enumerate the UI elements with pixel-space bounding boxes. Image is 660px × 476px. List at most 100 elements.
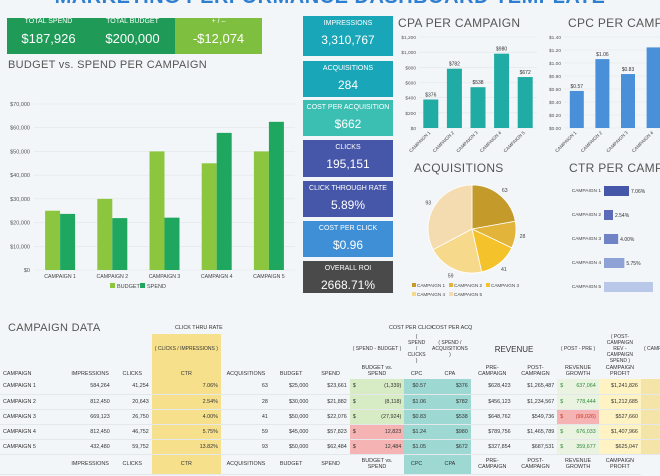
total-spend-card: TOTAL SPEND $187,926 [7, 18, 90, 54]
kpi-tile-1: IMPRESSIONS 3,310,767 [303, 16, 393, 56]
table-cell: $0.83 [404, 409, 429, 425]
table-row: CAMPAIGN 5 432,480 59,752 13.82% 93 $50,000 $6… [0, 439, 660, 455]
column-header [641, 364, 660, 379]
y-tick-label: $10,000 [10, 244, 30, 250]
kpi-tile-value: 3,310,767 [321, 33, 375, 47]
table-cell: 41,254 [112, 379, 152, 395]
campaign-data-title: CAMPAIGN DATA [8, 322, 101, 334]
table-cell: $1.24 [404, 424, 429, 440]
table-cell: $782 [428, 394, 471, 410]
data-label: 63 [502, 188, 508, 194]
bar-spend [164, 217, 180, 270]
footer-cell: PRE-CAMPAIGN [470, 453, 514, 475]
legend-label: CAMPAIGN 4 [417, 292, 445, 297]
legend-swatch [449, 283, 453, 287]
data-label: $782 [449, 62, 460, 68]
table-cell: (1,339) [363, 379, 405, 395]
kpi-tile-label: CLICK THROUGH RATE [309, 185, 387, 192]
footer-cell [0, 454, 68, 475]
table-cell: $22,076 [311, 409, 350, 425]
legend-swatch [486, 283, 490, 287]
last-formula: ( CAMPAIGN / ACTUAL [643, 346, 660, 352]
y-tick-label: $1.40 [549, 35, 561, 41]
y-tick-label: $600 [405, 81, 416, 87]
table-cell: $1,265,487 [513, 379, 558, 395]
table-cell: $1.05 [404, 439, 429, 455]
table-cell: 7.06% [151, 379, 221, 395]
x-tick-label: CAMPAIGN 1 [408, 130, 432, 154]
bar [494, 53, 510, 128]
table-cell: 2.54% [151, 394, 221, 410]
table-cell: $ [349, 394, 364, 410]
table-cell: $25,000 [270, 379, 312, 395]
column-header: CAMPAIGN PROFIT [605, 365, 635, 377]
kpi-tile-label: ACQUISITIONS [322, 65, 374, 72]
y-tick-label: $0.80 [549, 74, 561, 80]
total-budget-label: TOTAL BUDGET [106, 18, 159, 25]
table-cell: 4.00% [151, 409, 221, 425]
data-label: $980 [496, 47, 507, 53]
table-cell [640, 439, 660, 455]
kpi-tile-5: CLICK THROUGH RATE 5.89% [303, 181, 393, 217]
table-cell: (8,118) [363, 394, 405, 410]
x-tick-label: CAMPAIGN 3 [605, 130, 629, 154]
legend-label: CAMPAIGN 2 [454, 283, 482, 288]
bar-spend [112, 218, 128, 270]
y-tick-label: $0 [411, 126, 417, 132]
bar-budget [201, 163, 217, 270]
table-cell: $456,123 [470, 394, 514, 410]
table-cell: 778,444 [569, 394, 599, 410]
table-cell: $376 [428, 379, 471, 395]
acquisitions-chart-title: ACQUISITIONS [414, 161, 504, 175]
column-header: BUDGET [279, 371, 303, 377]
data-label: 59 [448, 273, 454, 279]
table-cell: 46,752 [112, 424, 152, 440]
column-header: BUDGET vs. SPEND [361, 365, 393, 377]
y-tick-label: $1,200 [401, 35, 416, 41]
column-header: CLICKS [122, 371, 143, 377]
table-cell: $ [557, 379, 570, 395]
column-header: CPA [444, 371, 456, 377]
legend-swatch [110, 283, 115, 288]
y-tick-label: $1.00 [549, 61, 561, 67]
legend-label: CAMPAIGN 5 [454, 292, 482, 297]
legend-swatch [412, 283, 416, 287]
table-cell: $62,484 [311, 439, 350, 455]
table-cell: 59 [220, 424, 271, 440]
table-cell: $527,660 [598, 409, 641, 425]
table-cell: $327,854 [470, 439, 514, 455]
table-cell: 12,484 [363, 439, 405, 455]
footer-cell: REVENUE GROWTH [557, 453, 599, 475]
difference-card: + / – -$12,074 [175, 18, 262, 54]
table-cell: 12,823 [363, 424, 405, 440]
y-tick-label: $40,000 [10, 173, 30, 179]
column-header: IMPRESSIONS [71, 371, 109, 377]
footer-cell: CTR [151, 453, 221, 475]
table-cell: $1,212,685 [598, 394, 641, 410]
bar-spend [60, 213, 76, 270]
bar [604, 258, 625, 268]
dashboard-title: MARKETING PERFORMANCE DASHBOARD TEMPLATE [0, 0, 660, 8]
table-cell: 812,450 [67, 394, 113, 410]
pie-slice [432, 228, 483, 274]
data-label: $1.06 [596, 52, 609, 58]
table-cell: 637,064 [569, 379, 599, 395]
y-tick-label: CAMPAIGN 2 [572, 212, 602, 218]
kpi-tile-label: CLICKS [335, 144, 361, 151]
table-cell: 669,123 [67, 409, 113, 425]
table-cell: $ [557, 424, 570, 440]
kpi-tile-label: COST PER ACQUISITION [306, 104, 390, 111]
column-header: ACQUISITIONS [226, 371, 266, 377]
y-tick-label: $1.20 [549, 48, 561, 54]
ctr-per-campaign-chart: CAMPAIGN 1 7.06% CAMPAIGN 2 2.54% CAMPAIGN 3… [572, 186, 653, 292]
bar [569, 90, 584, 128]
x-tick-label: CAMPAIGN 4 [201, 274, 233, 280]
y-tick-label: CAMPAIGN 4 [572, 260, 602, 266]
table-cell: $1,465,789 [513, 424, 558, 440]
table-cell: $625,047 [598, 439, 641, 455]
y-tick-label: $200 [405, 111, 416, 117]
data-label: 2.54% [615, 213, 630, 219]
difference-label: + / – [211, 18, 226, 25]
cpc-per-campaign-chart: $0.00 $0.20 $0.40 $0.60 $0.80 $1.00 $1.20 $1.40… [549, 35, 660, 154]
y-tick-label: $0.00 [549, 126, 561, 132]
